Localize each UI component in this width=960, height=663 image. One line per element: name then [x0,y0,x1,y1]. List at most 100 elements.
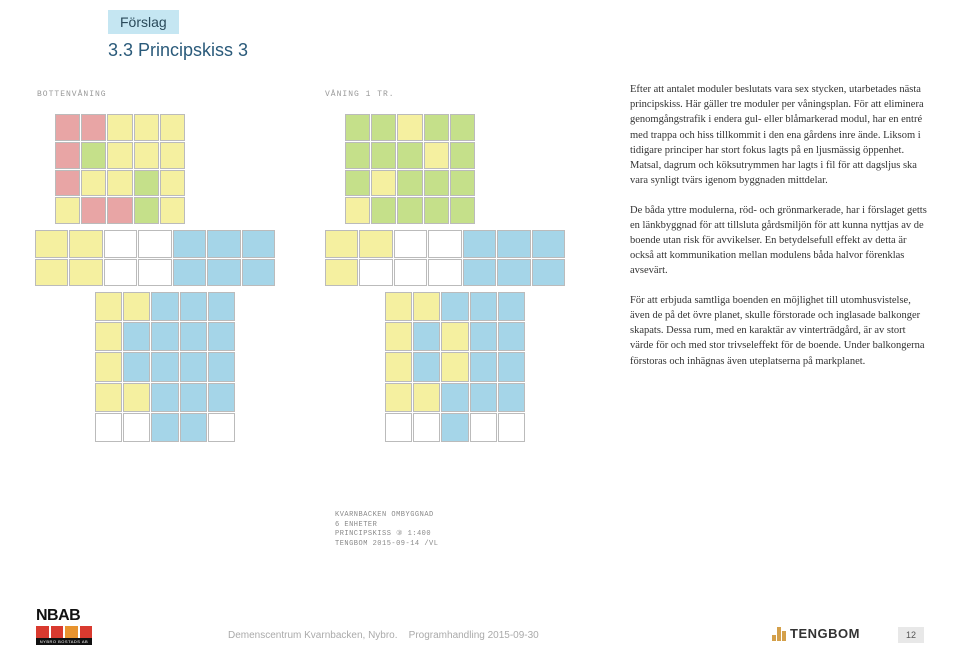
room-cell [441,352,468,381]
footer-doc-info: Demenscentrum Kvarnbacken, Nybro. Progra… [228,630,539,641]
room-cell [371,142,396,169]
room-cell [385,292,412,321]
room-cell [371,197,396,224]
annotation-line: KVARNBACKEN OMBYGGNAD [335,511,438,521]
room-cell [35,259,68,287]
room-cell [151,352,178,381]
body-text-column: Efter att antalet moduler beslutats vara… [630,82,930,383]
room-cell [104,259,137,287]
nbab-bar [80,626,93,638]
nbab-logo: NBAB NYBRO BOSTADS AB [36,607,92,645]
room-cell [95,413,122,442]
room-cell [180,383,207,412]
floorplan-ground [35,100,295,460]
room-cell [428,230,461,258]
room-cell [160,114,185,141]
room-cell [470,383,497,412]
annotation-line: 6 ENHETER [335,521,438,531]
wing-top-left [55,114,185,224]
wing-bot-right [385,292,525,442]
wing-top-right [345,114,475,224]
room-cell [450,114,475,141]
room-cell [441,322,468,351]
room-cell [134,114,159,141]
room-cell [208,413,235,442]
room-cell [81,197,106,224]
room-cell [424,114,449,141]
room-cell [498,292,525,321]
nbab-logo-subtitle: NYBRO BOSTADS AB [36,638,92,645]
room-cell [397,114,422,141]
plan-label-right: VÅNING 1 TR. [325,90,395,99]
room-cell [173,259,206,287]
room-cell [385,352,412,381]
tengbom-logo-mark [772,627,786,641]
room-cell [208,292,235,321]
room-cell [470,352,497,381]
room-cell [498,383,525,412]
tengbom-bar [782,631,786,641]
room-cell [345,142,370,169]
room-cell [385,413,412,442]
room-cell [207,230,240,258]
tengbom-logo-text: TENGBOM [790,626,860,641]
room-cell [208,383,235,412]
room-cell [123,413,150,442]
room-cell [55,114,80,141]
room-cell [345,114,370,141]
annotation-line: PRINCIPSKISS ③ 1:400 [335,530,438,540]
room-cell [180,292,207,321]
room-cell [470,322,497,351]
paragraph: De båda yttre modulerna, röd- och grönma… [630,203,930,279]
room-cell [81,142,106,169]
room-cell [242,230,275,258]
room-cell [69,259,102,287]
drawing-annotations: KVARNBACKEN OMBYGGNAD 6 ENHETER PRINCIPS… [335,511,438,550]
room-cell [134,170,159,197]
room-cell [123,352,150,381]
tengbom-logo: TENGBOM [772,626,860,641]
room-cell [498,413,525,442]
room-cell [450,170,475,197]
room-cell [413,292,440,321]
room-cell [134,142,159,169]
room-cell [450,142,475,169]
room-cell [173,230,206,258]
room-cell [123,383,150,412]
room-cell [151,322,178,351]
room-cell [325,259,358,287]
room-cell [160,197,185,224]
room-cell [371,114,396,141]
room-cell [208,322,235,351]
room-cell [345,170,370,197]
room-cell [413,352,440,381]
room-cell [397,170,422,197]
room-cell [55,197,80,224]
tengbom-bar [777,627,781,641]
room-cell [81,170,106,197]
floorplan-upper [325,100,585,460]
room-cell [441,413,468,442]
nbab-bar [36,626,49,638]
floorplan-figure: BOTTENVÅNING VÅNING 1 TR. KVARNBACKEN OM… [25,90,605,550]
room-cell [424,197,449,224]
room-cell [55,142,80,169]
room-cell [532,230,565,258]
room-cell [104,230,137,258]
room-cell [242,259,275,287]
room-cell [151,413,178,442]
room-cell [497,259,530,287]
room-cell [424,170,449,197]
page-footer: NBAB NYBRO BOSTADS AB Demenscentrum Kvar… [0,609,960,645]
wing-bot-left [95,292,235,442]
room-cell [463,259,496,287]
room-cell [107,197,132,224]
room-cell [359,259,392,287]
room-cell [151,383,178,412]
room-cell [208,352,235,381]
footer-doc-subtitle: Programhandling 2015-09-30 [409,630,539,641]
room-cell [441,292,468,321]
room-cell [371,170,396,197]
room-cell [35,230,68,258]
room-cell [532,259,565,287]
